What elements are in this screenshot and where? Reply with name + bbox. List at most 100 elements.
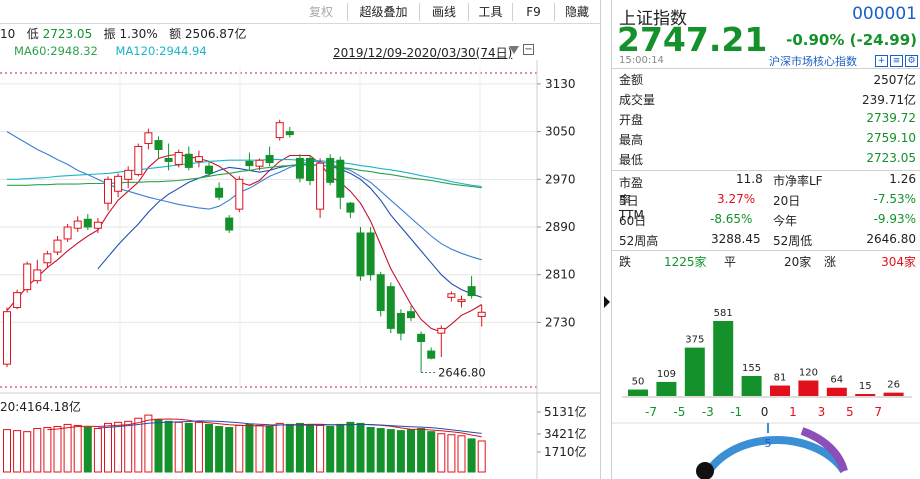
candle-body	[215, 187, 224, 198]
ytd-value: -9.93%	[873, 212, 916, 226]
stat-label: 开盘	[619, 113, 644, 127]
stat-label: 最低	[619, 153, 644, 167]
volume-bar	[285, 423, 294, 473]
volume-bar	[245, 423, 254, 473]
candle-body	[33, 269, 42, 282]
volume-bar	[437, 433, 446, 473]
volume-bar	[447, 434, 456, 473]
candle-body	[265, 154, 274, 164]
candle-body	[144, 132, 153, 145]
stat-row: 成交量 239.71亿	[612, 89, 920, 109]
distribution-chart: 50 109 375 581 155 81 120 64 15 26 -7 -5 -3 -1 0 1 3 5 7 5	[612, 308, 920, 479]
volume-bar	[174, 421, 183, 473]
quote-info-line: 10 低 2723.05 振 1.30% 额 2506.87亿	[0, 25, 247, 41]
volume-bar	[255, 424, 264, 473]
settings-icon[interactable]: ⚙	[905, 54, 918, 67]
volume-bar	[457, 435, 466, 473]
volume-bar	[376, 428, 385, 473]
candle-body	[174, 151, 183, 165]
volume-bar	[13, 430, 22, 473]
collapse-arrow-icon[interactable]	[604, 296, 610, 308]
fall-value: 1225家	[664, 255, 707, 269]
stat-value: 239.71亿	[862, 93, 916, 107]
volume-bar	[396, 430, 405, 473]
index-code[interactable]: 000001	[852, 4, 917, 24]
sentiment-gauge-arc	[700, 436, 848, 479]
index-description-link[interactable]: 沪深市场核心指数	[769, 55, 857, 68]
index-price: 2747.21	[617, 20, 768, 59]
range-menu-icon[interactable]: −	[523, 44, 534, 55]
distribution-bar-label: 81	[774, 373, 787, 384]
ratio-row-1: 市盈率TTM 11.8 市净率LF 1.26	[619, 172, 916, 222]
kline-chart-svg[interactable]: 3130 3050 2970 2890 2810 2730 2646.80 5131亿 3421…	[0, 0, 600, 479]
candle-body	[194, 156, 203, 162]
tools-button[interactable]: 工具	[468, 3, 512, 21]
y-tick-label: 2970	[545, 172, 576, 186]
candle-body	[235, 178, 244, 210]
candle-body	[134, 146, 143, 176]
range-dropdown-icon[interactable]	[509, 46, 519, 54]
distribution-category-label: -5	[673, 405, 685, 419]
candle-body	[386, 286, 395, 329]
ma-line-ma20	[6, 131, 482, 261]
breadth-row: 跌 1225家 平 20家 涨 304家	[612, 251, 920, 271]
w52l-value: 2646.80	[866, 232, 916, 246]
ma-line-ma10	[97, 163, 482, 298]
candle-body	[275, 122, 284, 139]
y-tick-label: 2890	[545, 220, 576, 234]
distribution-bar-label: 15	[859, 381, 872, 392]
distribution-bar	[628, 389, 648, 396]
ma-line-ma120	[7, 159, 482, 188]
volume-tick-label: 3421亿	[544, 426, 587, 441]
draw-line-button[interactable]: 画线	[419, 3, 468, 21]
stat-row: 开盘 2739.72	[612, 109, 920, 129]
switch-icon[interactable]: ≡	[890, 54, 903, 67]
volume-bar	[326, 425, 335, 473]
date-range-label[interactable]: 2019/12/09-2020/03/30(74日)	[333, 44, 512, 61]
low-label: 低	[26, 27, 39, 41]
candle-body	[326, 157, 335, 183]
volume-bar	[184, 422, 193, 473]
fuquan-button[interactable]: 复权	[308, 5, 333, 19]
f9-button[interactable]: F9	[512, 3, 554, 21]
volume-bar	[346, 421, 355, 473]
candle-body	[457, 299, 466, 303]
volume-bar	[144, 414, 153, 473]
distribution-category-label: -7	[645, 405, 657, 419]
kline-chart-area[interactable]: 3130 3050 2970 2890 2810 2730 2646.80 5131亿 3421…	[0, 0, 600, 479]
add-watch-icon[interactable]: +	[875, 54, 888, 67]
candle-body	[316, 162, 325, 210]
distribution-bar-label: 109	[657, 369, 676, 380]
d5-value: 3.27%	[717, 192, 756, 206]
panel-splitter[interactable]	[600, 0, 612, 479]
distribution-category-label: -3	[702, 405, 714, 419]
distribution-category-label: 3	[818, 405, 826, 419]
volume-bar	[295, 422, 304, 473]
info-prefix: 10	[0, 27, 16, 41]
y-tick-label: 2730	[545, 315, 576, 329]
candle-body	[295, 157, 304, 179]
candle-body	[306, 157, 314, 182]
volume-bar	[194, 421, 203, 473]
divider	[612, 250, 920, 251]
d20-value: -7.53%	[873, 192, 916, 206]
rise-value: 304家	[881, 255, 916, 269]
ytd-label: 今年	[773, 214, 798, 228]
distribution-bar-label: 375	[685, 335, 704, 346]
candle-body	[93, 221, 102, 229]
distribution-category-label: 7	[874, 405, 882, 419]
candle-body	[427, 350, 436, 359]
volume-bar	[33, 428, 42, 473]
distribution-bar-label: 26	[887, 380, 900, 391]
super-overlay-button[interactable]: 超级叠加	[347, 3, 419, 21]
volume-bar	[306, 423, 314, 473]
volume-bar	[366, 427, 375, 473]
volume-bar	[386, 429, 395, 473]
candle-body	[346, 202, 355, 213]
volume-tick-label: 1710亿	[544, 444, 587, 459]
fall-label: 跌	[619, 255, 632, 269]
hide-button[interactable]: 隐藏	[554, 3, 600, 21]
w52l-label: 52周低	[773, 234, 813, 248]
distribution-bar-label: 64	[830, 375, 843, 386]
